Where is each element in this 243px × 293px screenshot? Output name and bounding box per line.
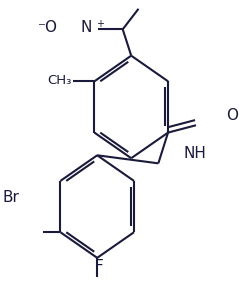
Text: +: + <box>96 19 104 29</box>
Text: CH₃: CH₃ <box>47 74 71 87</box>
Text: Br: Br <box>3 190 19 205</box>
Text: F: F <box>94 259 103 274</box>
Text: NH: NH <box>183 146 206 161</box>
Text: O: O <box>226 108 238 123</box>
Text: ⁻O: ⁻O <box>38 20 58 35</box>
Text: N: N <box>81 20 92 35</box>
